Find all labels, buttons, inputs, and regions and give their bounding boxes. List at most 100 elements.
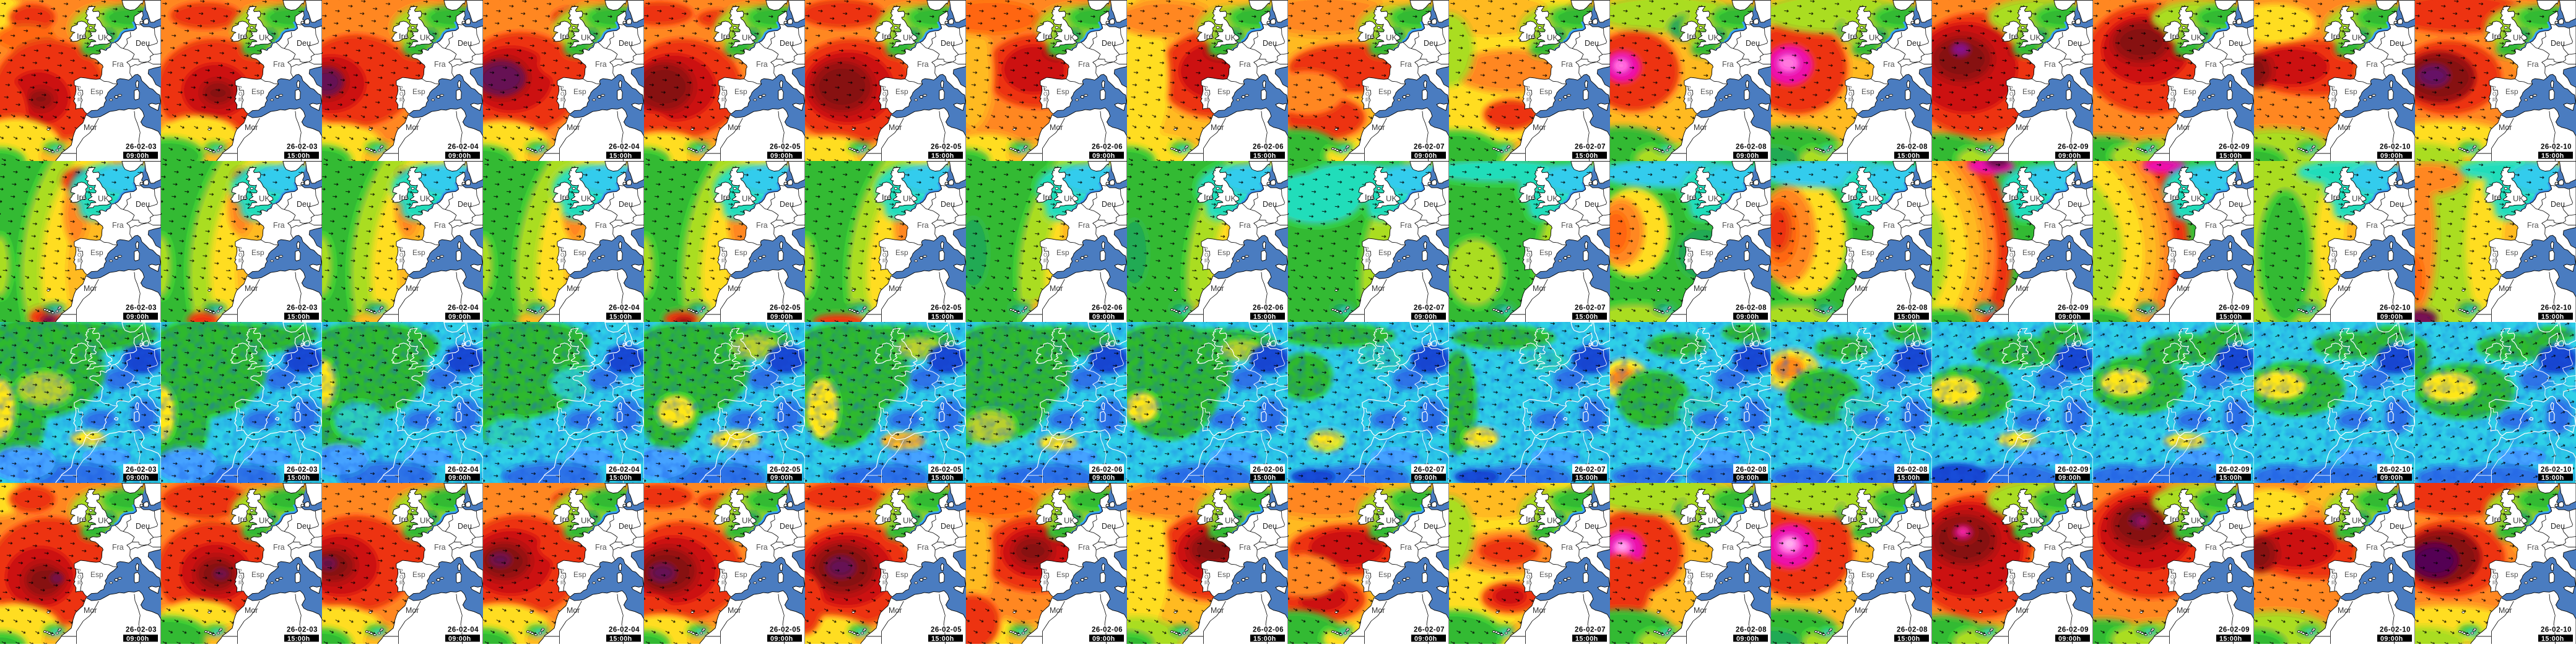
svg-text:26-02-04: 26-02-04 xyxy=(448,305,479,312)
svg-text:15:00h: 15:00h xyxy=(1575,152,1598,160)
svg-text:15:00h: 15:00h xyxy=(609,474,632,482)
svg-text:26-02-07: 26-02-07 xyxy=(1575,305,1606,312)
svg-text:09:00h: 09:00h xyxy=(2058,313,2081,321)
svg-text:26-02-08: 26-02-08 xyxy=(1736,466,1767,474)
svg-text:15:00h: 15:00h xyxy=(1897,635,1920,643)
svg-text:09:00h: 09:00h xyxy=(770,474,793,482)
svg-text:26-02-04: 26-02-04 xyxy=(448,627,479,634)
svg-text:26-02-08: 26-02-08 xyxy=(1897,466,1928,474)
svg-text:26-02-06: 26-02-06 xyxy=(1253,144,1284,151)
svg-text:26-02-09: 26-02-09 xyxy=(2058,144,2089,151)
svg-text:26-02-06: 26-02-06 xyxy=(1253,466,1284,474)
svg-text:26-02-10: 26-02-10 xyxy=(2541,627,2572,634)
svg-text:26-02-07: 26-02-07 xyxy=(1575,466,1606,474)
svg-text:26-02-03: 26-02-03 xyxy=(287,305,318,312)
svg-text:09:00h: 09:00h xyxy=(1736,474,1759,482)
svg-text:26-02-10: 26-02-10 xyxy=(2541,466,2572,474)
svg-text:15:00h: 15:00h xyxy=(2541,152,2564,160)
svg-text:26-02-09: 26-02-09 xyxy=(2058,466,2089,474)
svg-text:09:00h: 09:00h xyxy=(2058,474,2081,482)
svg-text:15:00h: 15:00h xyxy=(1575,313,1598,321)
svg-text:09:00h: 09:00h xyxy=(2380,152,2403,160)
svg-text:26-02-03: 26-02-03 xyxy=(126,144,157,151)
svg-text:15:00h: 15:00h xyxy=(2219,313,2242,321)
svg-text:09:00h: 09:00h xyxy=(1414,474,1437,482)
svg-text:15:00h: 15:00h xyxy=(1253,313,1276,321)
svg-text:26-02-03: 26-02-03 xyxy=(287,466,318,474)
svg-text:09:00h: 09:00h xyxy=(126,313,149,321)
svg-text:09:00h: 09:00h xyxy=(770,313,793,321)
svg-text:09:00h: 09:00h xyxy=(2058,152,2081,160)
svg-text:15:00h: 15:00h xyxy=(2541,635,2564,643)
svg-text:15:00h: 15:00h xyxy=(609,635,632,643)
svg-text:26-02-06: 26-02-06 xyxy=(1092,144,1123,151)
svg-text:26-02-03: 26-02-03 xyxy=(126,627,157,634)
svg-text:26-02-07: 26-02-07 xyxy=(1414,305,1445,312)
svg-text:26-02-05: 26-02-05 xyxy=(770,627,801,634)
svg-text:15:00h: 15:00h xyxy=(609,152,632,160)
svg-text:15:00h: 15:00h xyxy=(287,635,310,643)
svg-text:26-02-04: 26-02-04 xyxy=(609,627,640,634)
svg-text:09:00h: 09:00h xyxy=(448,474,471,482)
svg-text:26-02-03: 26-02-03 xyxy=(287,627,318,634)
svg-text:09:00h: 09:00h xyxy=(1736,313,1759,321)
svg-text:26-02-09: 26-02-09 xyxy=(2219,305,2250,312)
svg-text:09:00h: 09:00h xyxy=(2058,635,2081,643)
svg-text:26-02-04: 26-02-04 xyxy=(448,144,479,151)
svg-text:09:00h: 09:00h xyxy=(448,635,471,643)
svg-text:09:00h: 09:00h xyxy=(1736,635,1759,643)
svg-text:26-02-09: 26-02-09 xyxy=(2219,144,2250,151)
svg-text:15:00h: 15:00h xyxy=(2219,152,2242,160)
svg-text:26-02-04: 26-02-04 xyxy=(609,144,640,151)
svg-text:26-02-06: 26-02-06 xyxy=(1092,627,1123,634)
svg-text:26-02-04: 26-02-04 xyxy=(609,466,640,474)
svg-text:26-02-09: 26-02-09 xyxy=(2058,627,2089,634)
svg-text:09:00h: 09:00h xyxy=(448,152,471,160)
svg-text:15:00h: 15:00h xyxy=(1897,313,1920,321)
svg-text:09:00h: 09:00h xyxy=(770,635,793,643)
svg-text:15:00h: 15:00h xyxy=(287,313,310,321)
svg-text:09:00h: 09:00h xyxy=(1092,152,1115,160)
svg-text:26-02-09: 26-02-09 xyxy=(2058,305,2089,312)
svg-text:15:00h: 15:00h xyxy=(1897,152,1920,160)
svg-text:26-02-05: 26-02-05 xyxy=(770,144,801,151)
svg-text:15:00h: 15:00h xyxy=(2219,635,2242,643)
svg-text:26-02-06: 26-02-06 xyxy=(1253,627,1284,634)
svg-text:26-02-10: 26-02-10 xyxy=(2380,466,2411,474)
svg-text:15:00h: 15:00h xyxy=(931,152,954,160)
svg-text:26-02-05: 26-02-05 xyxy=(931,144,962,151)
svg-text:26-02-08: 26-02-08 xyxy=(1897,144,1928,151)
svg-text:26-02-08: 26-02-08 xyxy=(1736,144,1767,151)
svg-text:26-02-05: 26-02-05 xyxy=(931,305,962,312)
svg-text:15:00h: 15:00h xyxy=(1897,474,1920,482)
svg-text:26-02-10: 26-02-10 xyxy=(2380,627,2411,634)
svg-text:26-02-10: 26-02-10 xyxy=(2541,144,2572,151)
svg-text:15:00h: 15:00h xyxy=(1253,474,1276,482)
svg-text:26-02-05: 26-02-05 xyxy=(770,466,801,474)
svg-text:09:00h: 09:00h xyxy=(2380,635,2403,643)
svg-text:26-02-06: 26-02-06 xyxy=(1253,305,1284,312)
svg-text:15:00h: 15:00h xyxy=(931,474,954,482)
svg-text:09:00h: 09:00h xyxy=(770,152,793,160)
svg-text:09:00h: 09:00h xyxy=(1414,152,1437,160)
svg-text:26-02-08: 26-02-08 xyxy=(1736,305,1767,312)
svg-text:26-02-03: 26-02-03 xyxy=(126,466,157,474)
svg-text:26-02-07: 26-02-07 xyxy=(1575,627,1606,634)
svg-text:26-02-06: 26-02-06 xyxy=(1092,466,1123,474)
svg-text:15:00h: 15:00h xyxy=(2541,474,2564,482)
svg-text:15:00h: 15:00h xyxy=(1253,635,1276,643)
svg-text:26-02-05: 26-02-05 xyxy=(931,466,962,474)
svg-text:09:00h: 09:00h xyxy=(1414,313,1437,321)
svg-text:15:00h: 15:00h xyxy=(1575,635,1598,643)
svg-text:26-02-04: 26-02-04 xyxy=(448,466,479,474)
svg-text:09:00h: 09:00h xyxy=(1414,635,1437,643)
svg-text:09:00h: 09:00h xyxy=(126,152,149,160)
svg-text:26-02-10: 26-02-10 xyxy=(2380,144,2411,151)
svg-text:26-02-08: 26-02-08 xyxy=(1897,627,1928,634)
svg-text:09:00h: 09:00h xyxy=(2380,313,2403,321)
svg-text:26-02-10: 26-02-10 xyxy=(2541,305,2572,312)
svg-text:26-02-05: 26-02-05 xyxy=(931,627,962,634)
svg-text:15:00h: 15:00h xyxy=(931,313,954,321)
svg-text:15:00h: 15:00h xyxy=(287,474,310,482)
svg-text:26-02-10: 26-02-10 xyxy=(2380,305,2411,312)
